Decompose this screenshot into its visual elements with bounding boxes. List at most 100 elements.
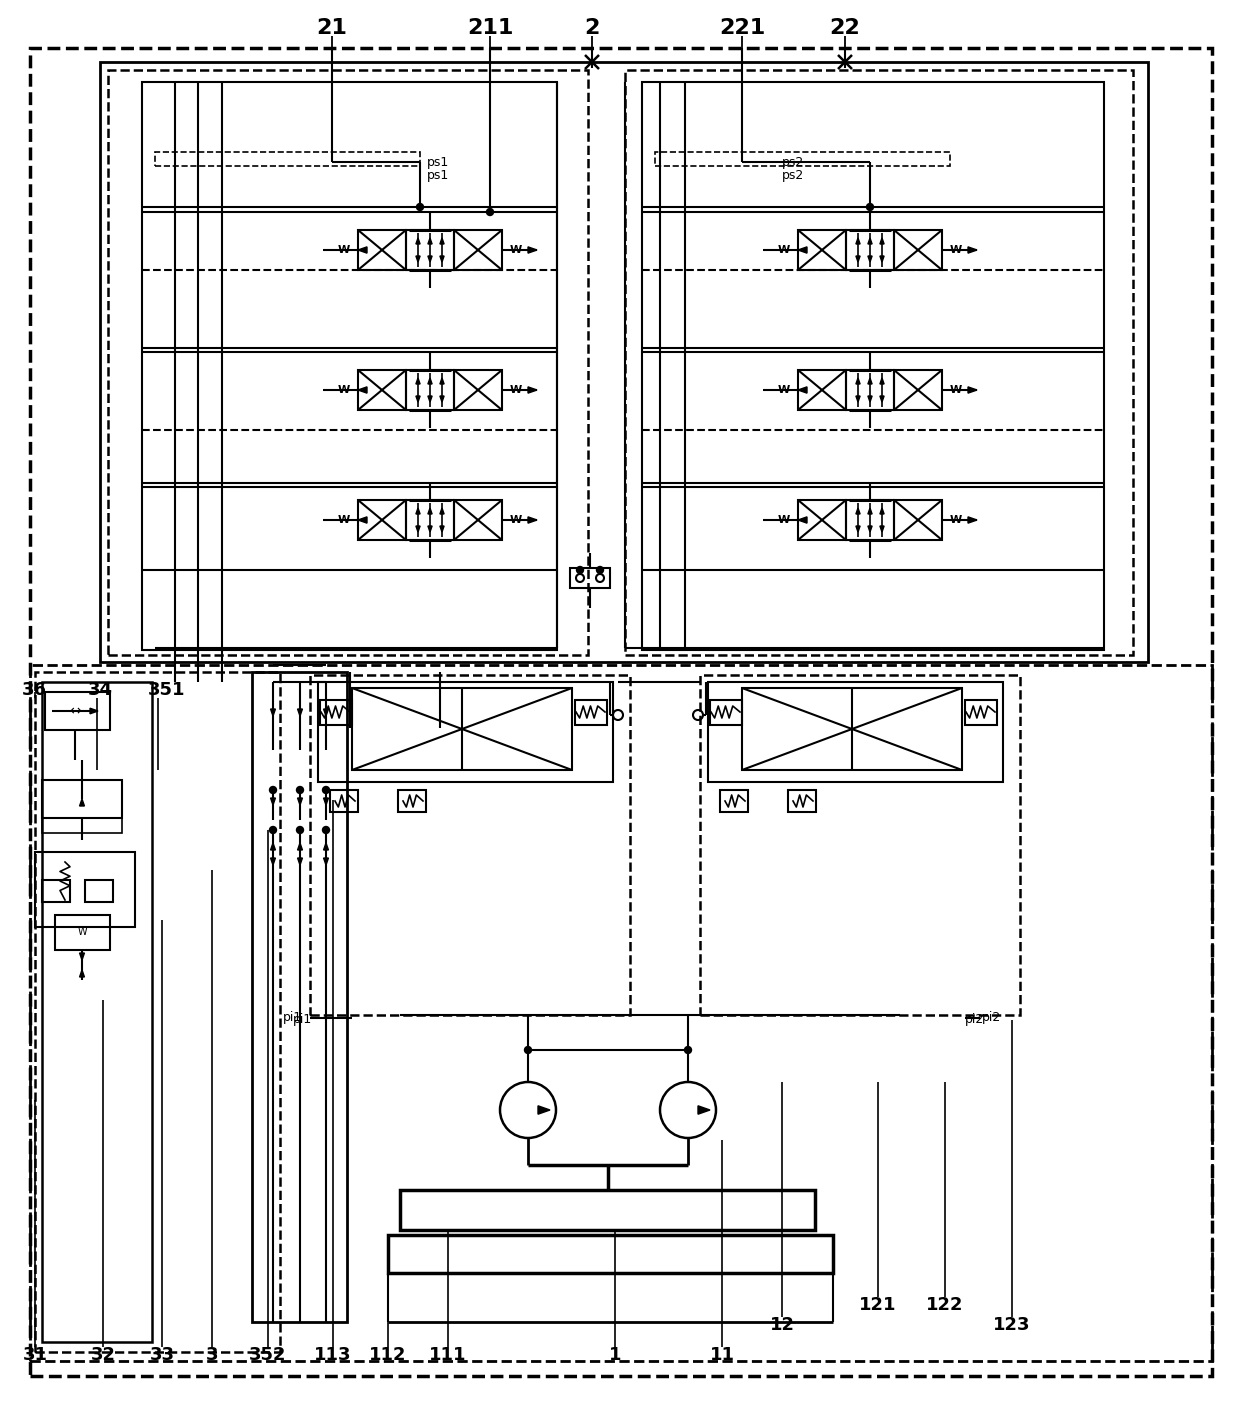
Text: pi2: pi2: [982, 1012, 1001, 1024]
Polygon shape: [698, 1106, 711, 1115]
Polygon shape: [440, 379, 444, 384]
Bar: [799, 370, 846, 410]
Polygon shape: [79, 969, 84, 976]
Polygon shape: [856, 379, 861, 384]
Polygon shape: [799, 247, 807, 253]
Polygon shape: [428, 509, 432, 514]
Bar: [155, 153, 420, 165]
Bar: [30, 666, 1211, 1361]
Text: W: W: [777, 514, 790, 526]
Polygon shape: [868, 237, 872, 244]
Polygon shape: [868, 526, 872, 533]
Text: W: W: [337, 244, 350, 254]
Circle shape: [867, 203, 873, 211]
Polygon shape: [270, 844, 275, 851]
Bar: [401, 1190, 815, 1229]
Text: W: W: [777, 244, 790, 254]
Polygon shape: [968, 247, 977, 253]
Text: 123: 123: [993, 1316, 1030, 1334]
Polygon shape: [440, 396, 444, 403]
Circle shape: [269, 827, 277, 834]
Bar: [398, 790, 427, 812]
Text: W: W: [337, 384, 350, 396]
Bar: [35, 852, 135, 927]
Polygon shape: [358, 247, 367, 253]
Bar: [55, 916, 110, 950]
Polygon shape: [856, 237, 861, 244]
Polygon shape: [538, 1106, 551, 1115]
Text: 21: 21: [316, 18, 347, 38]
Bar: [742, 688, 962, 770]
Bar: [330, 790, 358, 812]
Polygon shape: [415, 379, 420, 384]
Bar: [358, 500, 405, 540]
Polygon shape: [298, 798, 303, 805]
Polygon shape: [868, 379, 872, 384]
Bar: [45, 692, 110, 731]
Circle shape: [596, 567, 604, 574]
Polygon shape: [528, 517, 537, 523]
Text: 12: 12: [770, 1316, 795, 1334]
Circle shape: [486, 209, 494, 216]
Circle shape: [322, 827, 330, 834]
Polygon shape: [298, 709, 303, 716]
Bar: [42, 880, 69, 901]
Polygon shape: [270, 709, 275, 716]
Polygon shape: [440, 237, 444, 244]
Text: 113: 113: [314, 1347, 352, 1364]
Text: 11: 11: [709, 1347, 734, 1364]
Bar: [894, 230, 942, 270]
Text: W: W: [77, 927, 87, 937]
Polygon shape: [856, 256, 861, 261]
Text: 111: 111: [429, 1347, 466, 1364]
Polygon shape: [79, 952, 84, 959]
Bar: [846, 230, 894, 270]
Bar: [642, 82, 1104, 650]
Text: 3: 3: [206, 1347, 218, 1364]
Bar: [405, 500, 454, 540]
Polygon shape: [880, 509, 884, 514]
Polygon shape: [298, 844, 303, 851]
Bar: [846, 370, 894, 410]
Text: pi2: pi2: [966, 1013, 985, 1026]
Bar: [42, 780, 122, 818]
Text: pi1: pi1: [283, 1012, 303, 1024]
Polygon shape: [324, 844, 329, 851]
Polygon shape: [270, 798, 275, 805]
Polygon shape: [415, 237, 420, 244]
Bar: [787, 790, 816, 812]
Polygon shape: [428, 256, 432, 261]
Bar: [575, 699, 608, 725]
Text: ps2: ps2: [782, 155, 804, 168]
Polygon shape: [324, 858, 329, 865]
Text: ps1: ps1: [427, 155, 449, 168]
Text: 22: 22: [830, 18, 861, 38]
Polygon shape: [880, 396, 884, 403]
Polygon shape: [440, 526, 444, 533]
Text: 32: 32: [91, 1347, 115, 1364]
Polygon shape: [856, 526, 861, 533]
Polygon shape: [868, 509, 872, 514]
Text: W: W: [950, 244, 962, 254]
Polygon shape: [868, 396, 872, 403]
Bar: [86, 880, 113, 901]
Polygon shape: [415, 509, 420, 514]
Text: W: W: [950, 514, 962, 526]
Polygon shape: [428, 526, 432, 533]
Bar: [846, 500, 894, 540]
Polygon shape: [428, 237, 432, 244]
Text: W: W: [777, 384, 790, 396]
Bar: [317, 682, 613, 781]
Text: W: W: [510, 514, 522, 526]
Polygon shape: [880, 237, 884, 244]
Text: 31: 31: [22, 1347, 47, 1364]
Circle shape: [296, 787, 304, 794]
Bar: [570, 568, 610, 588]
Text: 34: 34: [88, 681, 113, 699]
Text: W: W: [510, 384, 522, 396]
Circle shape: [322, 787, 330, 794]
Bar: [42, 682, 153, 1342]
Bar: [310, 675, 630, 1015]
Polygon shape: [528, 247, 537, 253]
Bar: [625, 71, 1133, 656]
